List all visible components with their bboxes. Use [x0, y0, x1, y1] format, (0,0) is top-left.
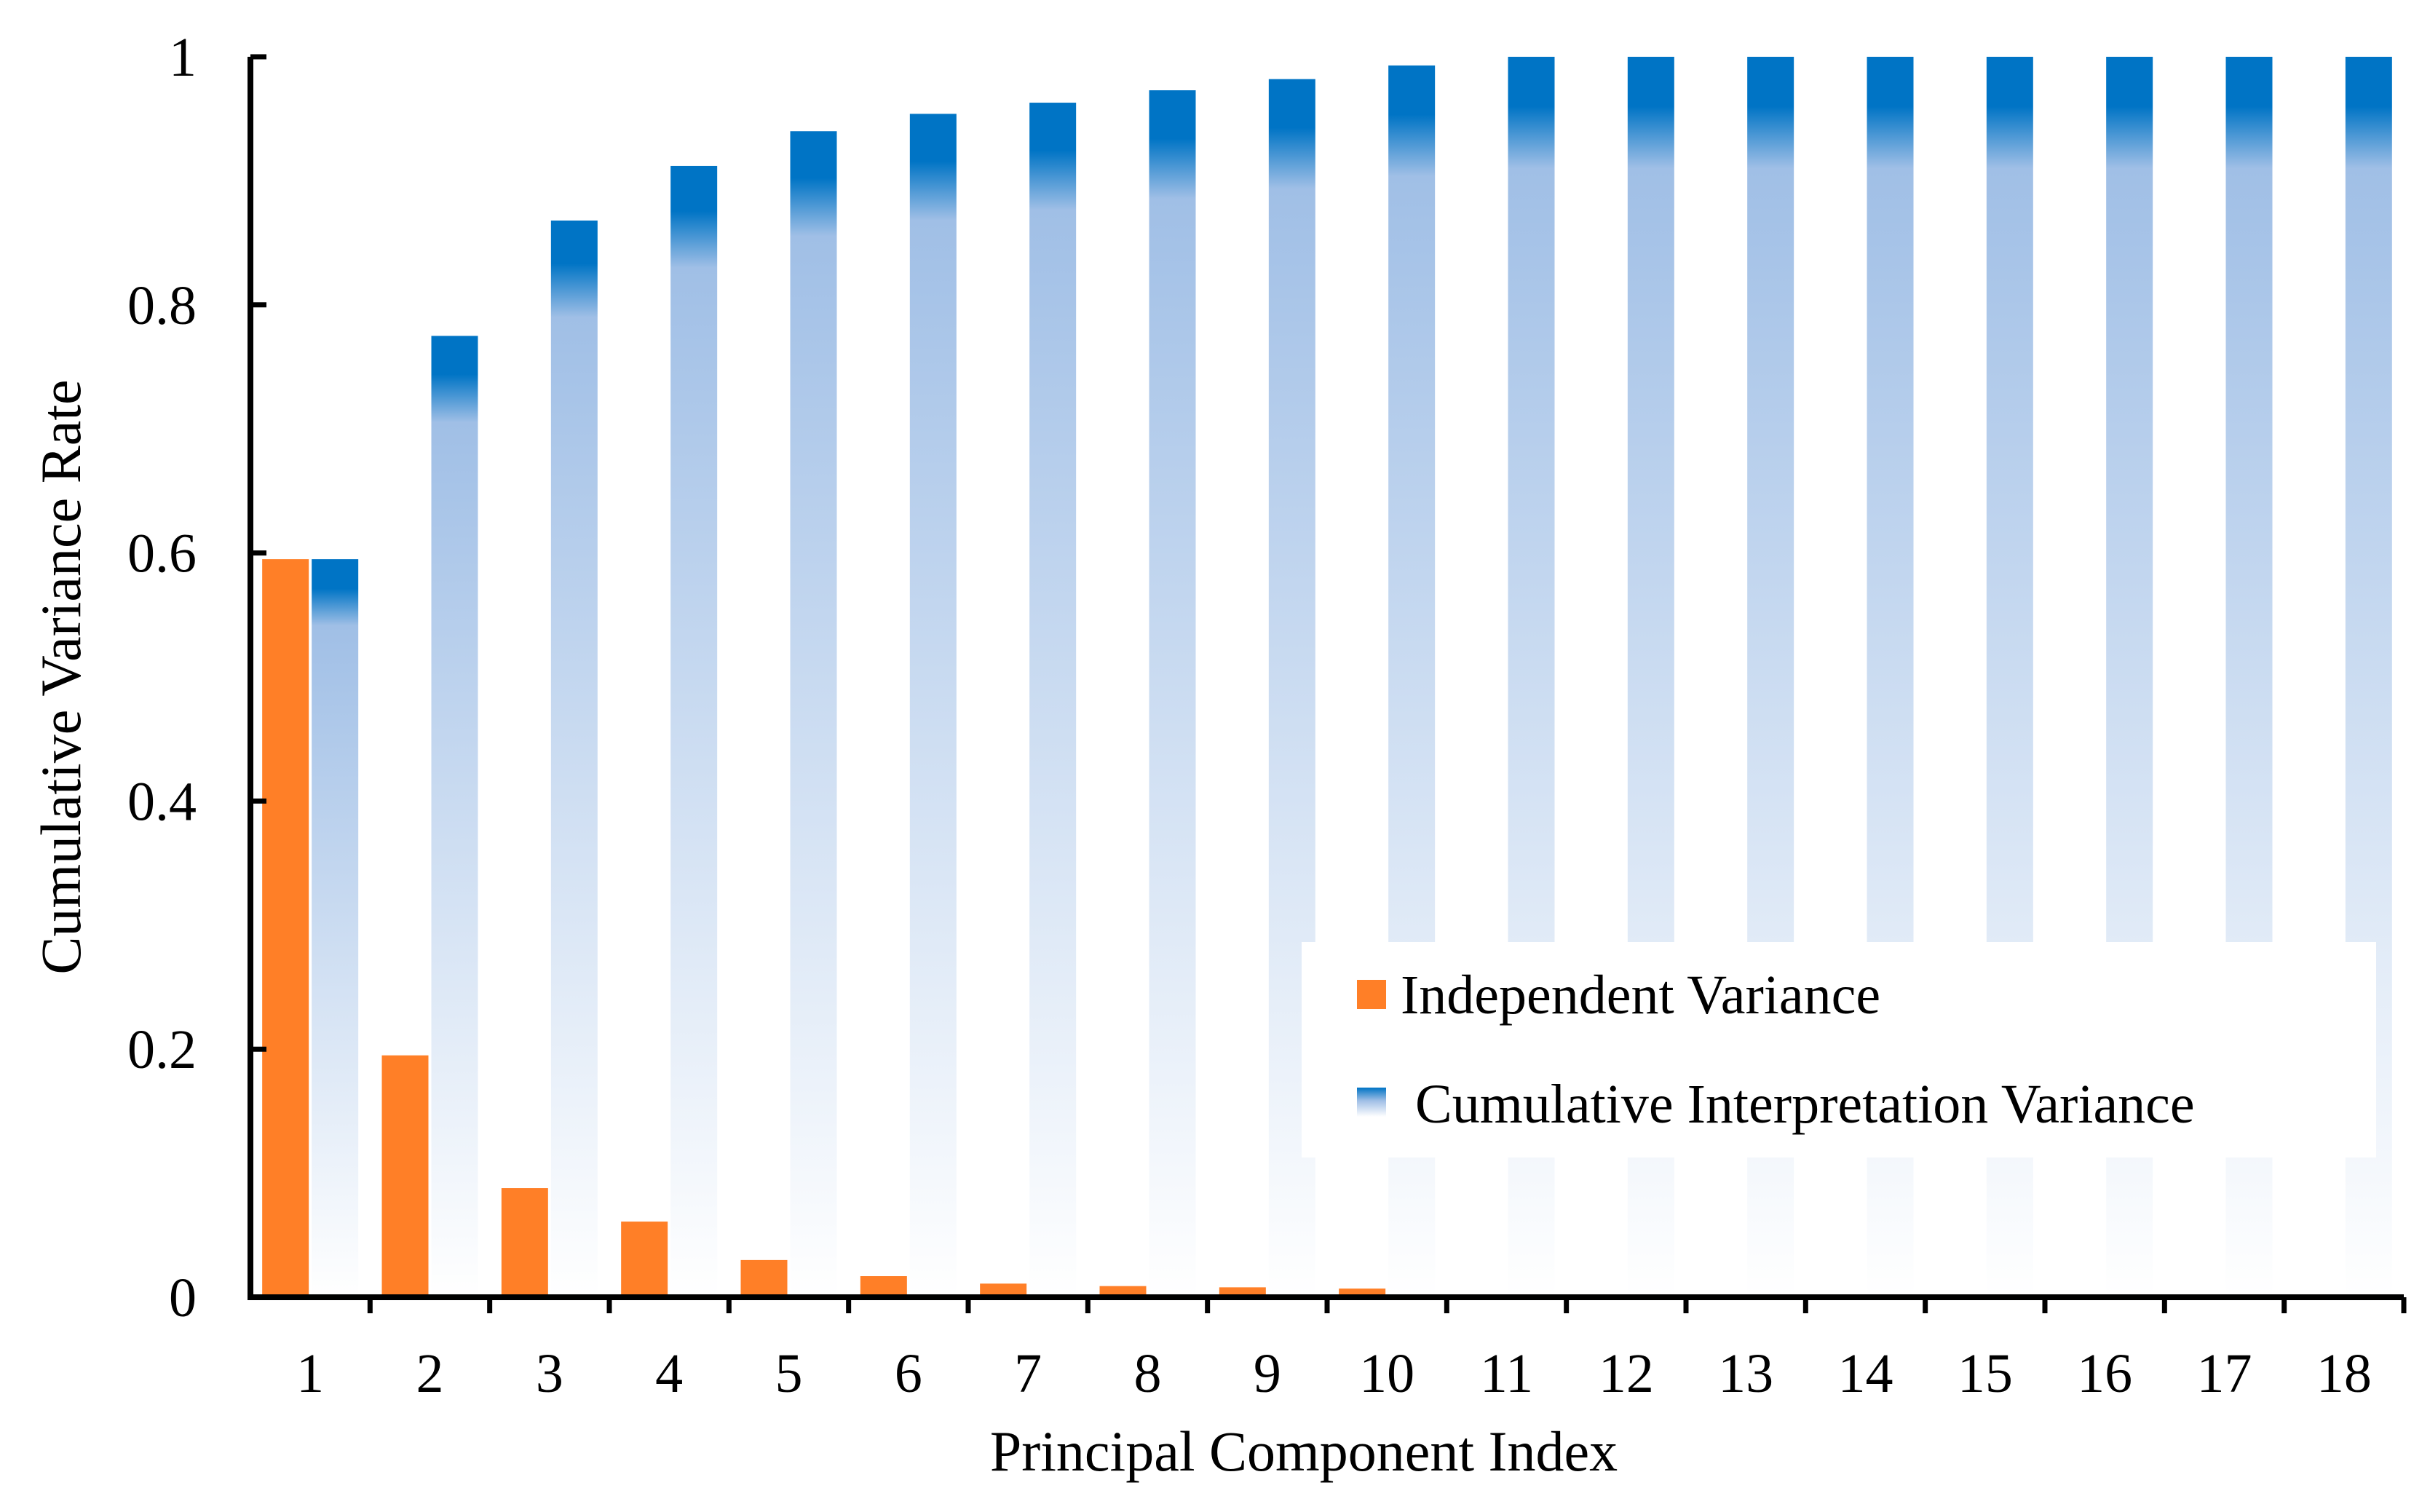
bar-independent-5: [740, 1259, 788, 1297]
bar-independent-7: [980, 1283, 1027, 1297]
bar-cumulative-3: [550, 220, 598, 1298]
bar-independent-2: [381, 1055, 429, 1297]
ticks-layer: 1 2 3 4 5 6 7 8 9 10 11 12 13 14 15 16 17 1800.20.40.60.8…: [127, 27, 2407, 1404]
bar-independent-4: [621, 1222, 668, 1297]
x-tick-label-6: 6: [895, 1343, 922, 1404]
bar-independent-6: [860, 1276, 907, 1297]
bar-cumulative-7: [1029, 103, 1077, 1298]
x-tick-label-2: 2: [416, 1343, 444, 1404]
bar-cumulative-5: [790, 131, 837, 1298]
y-axis-title: Cumulative Variance Rate: [29, 379, 92, 974]
bar-independent-10: [1339, 1289, 1386, 1297]
y-tick-label: 0.8: [127, 275, 197, 336]
bar-cumulative-4: [670, 165, 718, 1297]
x-tick-label-11: 11: [1480, 1343, 1533, 1404]
bar-cumulative-6: [909, 114, 957, 1297]
x-tick-label-10: 10: [1359, 1343, 1414, 1404]
x-tick-label-9: 9: [1254, 1343, 1281, 1404]
legend-swatch-independent: [1357, 980, 1386, 1009]
x-tick-label-1: 1: [296, 1343, 324, 1404]
x-tick-label-7: 7: [1014, 1343, 1042, 1404]
legend-label-independent: Independent Variance: [1401, 965, 1880, 1026]
x-tick-label-5: 5: [775, 1343, 803, 1404]
legend-background: [1302, 942, 2376, 1157]
y-tick-label: 0.6: [127, 523, 197, 585]
bar-cumulative-1: [312, 559, 359, 1297]
x-tick-label-15: 15: [1958, 1343, 2013, 1404]
bar-cumulative-8: [1149, 90, 1196, 1297]
x-tick-label-13: 13: [1718, 1343, 1773, 1404]
x-axis-title: Principal Component Index: [990, 1420, 1618, 1483]
x-tick-label-8: 8: [1134, 1343, 1162, 1404]
y-tick-label: 0.2: [127, 1019, 197, 1080]
y-tick-label: 0: [169, 1267, 197, 1329]
x-tick-label-18: 18: [2316, 1343, 2372, 1404]
x-tick-label-14: 14: [1838, 1343, 1893, 1404]
x-tick-label-16: 16: [2077, 1343, 2132, 1404]
legend: Independent Variance Cumulative Interpre…: [1302, 942, 2376, 1157]
bar-independent-1: [262, 559, 309, 1297]
bar-cumulative-2: [431, 336, 478, 1297]
x-tick-label-3: 3: [536, 1343, 563, 1404]
legend-label-cumulative: Cumulative Interpretation Variance: [1415, 1074, 2195, 1135]
legend-swatch-cumulative: [1357, 1088, 1386, 1117]
x-tick-label-17: 17: [2197, 1343, 2252, 1404]
y-tick-label: 0.4: [127, 771, 197, 832]
bar-independent-3: [501, 1188, 548, 1297]
y-tick-label: 1: [169, 27, 197, 88]
x-tick-label-12: 12: [1599, 1343, 1654, 1404]
x-tick-label-4: 4: [655, 1343, 683, 1404]
